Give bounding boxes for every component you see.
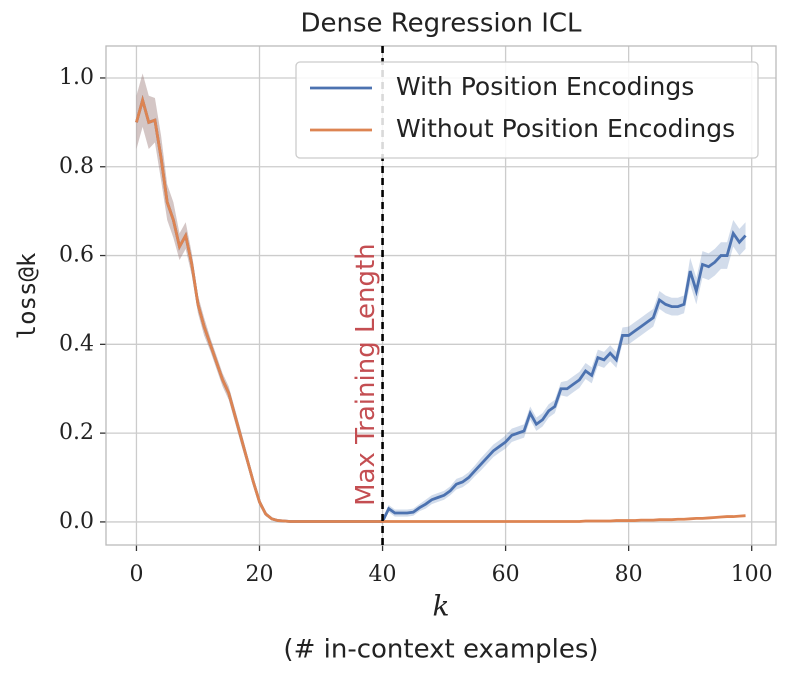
x-tick-label: 0 — [129, 562, 143, 587]
legend-label: Without Position Encodings — [396, 114, 735, 143]
line — [135, 94, 747, 523]
y-tick-label: 0.6 — [59, 243, 94, 268]
y-tick-label: 0.8 — [59, 154, 94, 179]
annotation-text: Max Training Length — [351, 243, 381, 506]
y-tick-label: 0.0 — [59, 509, 94, 534]
x-tick-label: 100 — [731, 562, 773, 587]
legend: With Position Encodings Without Position … — [295, 61, 759, 159]
chart-title: Dense Regression ICL — [300, 9, 582, 39]
legend-label: With Position Encodings — [396, 72, 694, 101]
x-tick-label: 60 — [492, 562, 520, 587]
y-tick-label: 0.2 — [59, 420, 94, 445]
x-tick-label: 80 — [615, 562, 643, 587]
x-tick-label: 20 — [246, 562, 274, 587]
x-axis-sublabel: (# in-context examples) — [283, 635, 598, 665]
y-axis-label: loss@k — [13, 252, 41, 339]
y-tick-label: 0.4 — [59, 331, 94, 356]
x-tick-label: 40 — [369, 562, 397, 587]
line — [135, 94, 746, 523]
y-tick-label: 1.0 — [59, 65, 94, 90]
plot-frame — [105, 45, 777, 546]
legend-box — [295, 61, 759, 159]
x-axis-label: k — [433, 590, 450, 623]
